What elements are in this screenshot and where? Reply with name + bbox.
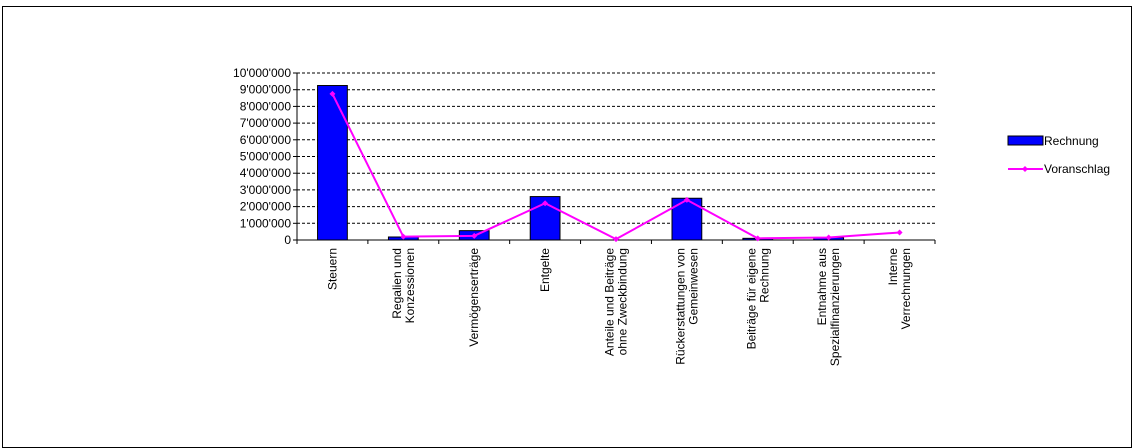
- point-voranschlag: [754, 235, 761, 242]
- y-tick-label: 6'000'000: [240, 133, 292, 147]
- x-tick-label-line: Steuern: [325, 248, 339, 290]
- legend-label-voranschlag: Voranschlag: [1044, 162, 1110, 176]
- x-tick-label: Beiträge für eigene Rechnung: [744, 248, 771, 350]
- y-tick-label: 9'000'000: [240, 83, 292, 97]
- point-voranschlag: [613, 236, 619, 243]
- x-tick-label: Anteile und Beiträge ohne Zweckbindung: [603, 248, 630, 356]
- y-tick-label: 1'000'000: [240, 216, 292, 230]
- legend-marker-voranschlag: [1022, 166, 1028, 172]
- bars: [317, 85, 845, 241]
- y-tick-label: 7'000'000: [240, 116, 292, 130]
- y-tick-labels: 0 1'000'000 2'000'000 3'000'000 4'000'000 5'0…: [233, 66, 291, 247]
- x-tick-label-line: ohne Zweckbindung: [616, 248, 630, 355]
- y-tick-label: 2'000'000: [240, 200, 292, 214]
- x-tick-label: Rückerstattungen von Gemeinwesen: [673, 248, 700, 365]
- x-tick-label-line: Interne: [886, 248, 900, 286]
- point-voranschlag: [683, 196, 690, 203]
- x-tick-labels: Steuern Regalien und Konzessionen Vermögens…: [325, 248, 913, 366]
- legend-item-voranschlag: Voranschlag: [1008, 162, 1110, 176]
- legend-item-rechnung: Rechnung: [1007, 134, 1099, 148]
- x-tick-label-line: Entnahme aus: [815, 248, 829, 325]
- point-voranschlag: [329, 90, 336, 97]
- x-tick-label-line: Spezialfinanzierungen: [828, 248, 842, 366]
- x-tick-label: Entnahme aus Spezialfinanzierungen: [815, 248, 842, 366]
- x-tick-label-line: Vermögenserträge: [467, 248, 481, 347]
- y-tick-label: 3'000'000: [240, 183, 292, 197]
- y-tick-label: 10'000'000: [233, 66, 291, 80]
- chart: 0 1'000'000 2'000'000 3'000'000 4'000'000 5'0…: [233, 66, 1110, 366]
- point-voranschlag: [825, 234, 832, 241]
- point-voranschlag: [896, 229, 903, 236]
- x-tick-label-line: Entgelte: [538, 248, 552, 292]
- bar-rechnung: [317, 85, 348, 241]
- y-tick-label: 8'000'000: [240, 99, 292, 113]
- x-tick-label: Steuern: [325, 248, 339, 290]
- axes: [293, 72, 936, 244]
- legend: Rechnung Voranschlag: [1007, 134, 1110, 176]
- legend-label-rechnung: Rechnung: [1044, 134, 1099, 148]
- x-tick-label-line: Anteile und Beiträge: [603, 248, 617, 356]
- y-tick-label: 4'000'000: [240, 166, 292, 180]
- x-tick-label-line: Beiträge für eigene: [744, 248, 758, 350]
- gridlines: [297, 72, 935, 224]
- x-tick-label: Interne Verrechnungen: [886, 248, 913, 330]
- x-tick-label-line: Verrechnungen: [899, 248, 913, 329]
- point-voranschlag: [471, 232, 478, 239]
- x-tick-label-line: Konzessionen: [403, 248, 417, 323]
- point-voranschlag: [542, 200, 549, 207]
- legend-swatch-rechnung: [1007, 135, 1044, 146]
- x-tick-label: Regalien und Konzessionen: [390, 248, 417, 323]
- point-voranschlag: [400, 233, 407, 240]
- x-tick-label-line: Regalien und: [390, 248, 404, 319]
- voranschlag-line: [329, 90, 903, 243]
- x-tick-label: Entgelte: [538, 248, 552, 292]
- x-tick-label-line: Gemeinwesen: [686, 248, 700, 325]
- x-tick-label: Vermögenserträge: [467, 248, 481, 347]
- x-tick-label-line: Rückerstattungen von: [673, 248, 687, 365]
- chart-frame: [2, 6, 1132, 448]
- line-voranschlag: [331, 93, 900, 241]
- y-tick-label: 0: [284, 233, 291, 247]
- x-tick-label-line: Rechnung: [757, 248, 771, 303]
- y-tick-label: 5'000'000: [240, 150, 292, 164]
